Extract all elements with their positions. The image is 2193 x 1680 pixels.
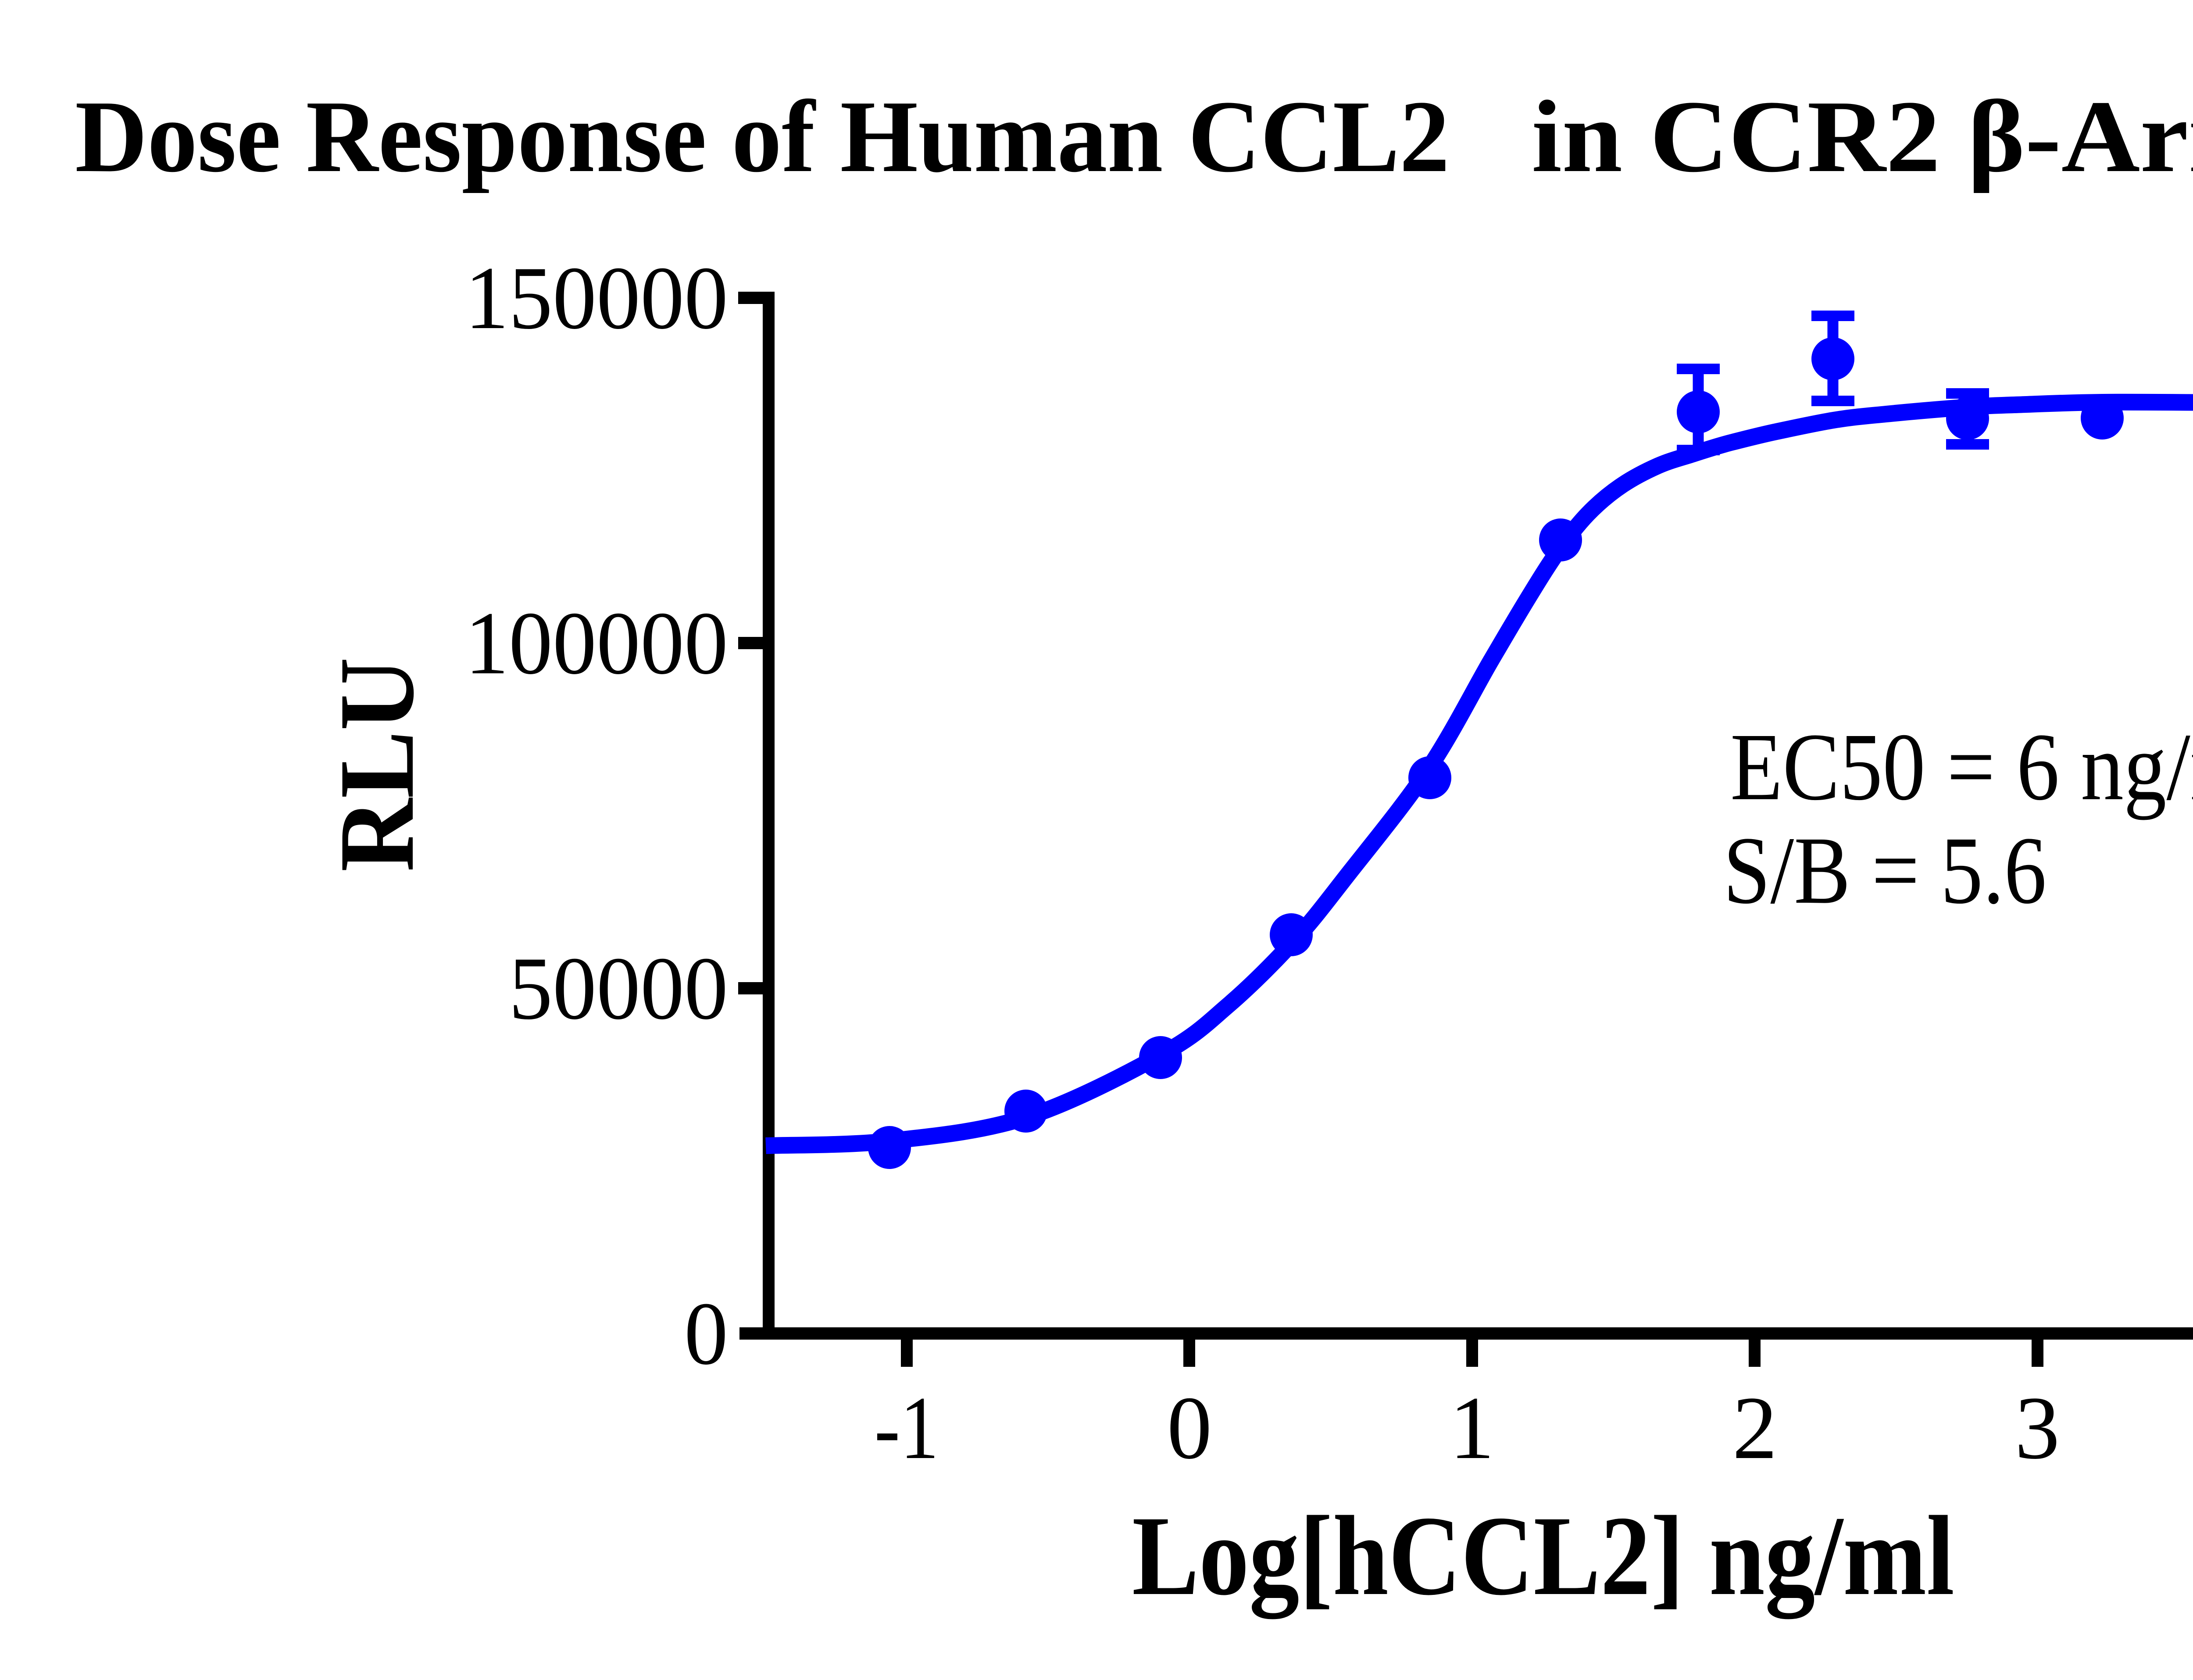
svg-text:3: 3 bbox=[2015, 1378, 2060, 1478]
svg-text:100000: 100000 bbox=[465, 593, 728, 693]
svg-text:in CCR2 β-Arrestin CHO( C10): in CCR2 β-Arrestin CHO( C10) bbox=[1532, 79, 2193, 193]
svg-text:1: 1 bbox=[1450, 1378, 1495, 1478]
svg-text:0: 0 bbox=[1167, 1378, 1212, 1478]
svg-text:RLU: RLU bbox=[317, 658, 436, 872]
svg-text:0: 0 bbox=[684, 1284, 728, 1383]
svg-text:50000: 50000 bbox=[509, 939, 728, 1038]
svg-text:-1: -1 bbox=[875, 1378, 939, 1478]
svg-text:Dose Response of Human CCL2: Dose Response of Human CCL2 bbox=[75, 79, 1450, 193]
svg-text:2: 2 bbox=[1732, 1378, 1778, 1478]
svg-text:S/B = 5.6: S/B = 5.6 bbox=[1723, 817, 2047, 924]
svg-text:Log[hCCL2] ng/ml: Log[hCCL2] ng/ml bbox=[1132, 1493, 1954, 1621]
svg-text:150000: 150000 bbox=[465, 248, 728, 348]
svg-text:EC50 = 6 ng/ml: EC50 = 6 ng/ml bbox=[1730, 713, 2193, 820]
